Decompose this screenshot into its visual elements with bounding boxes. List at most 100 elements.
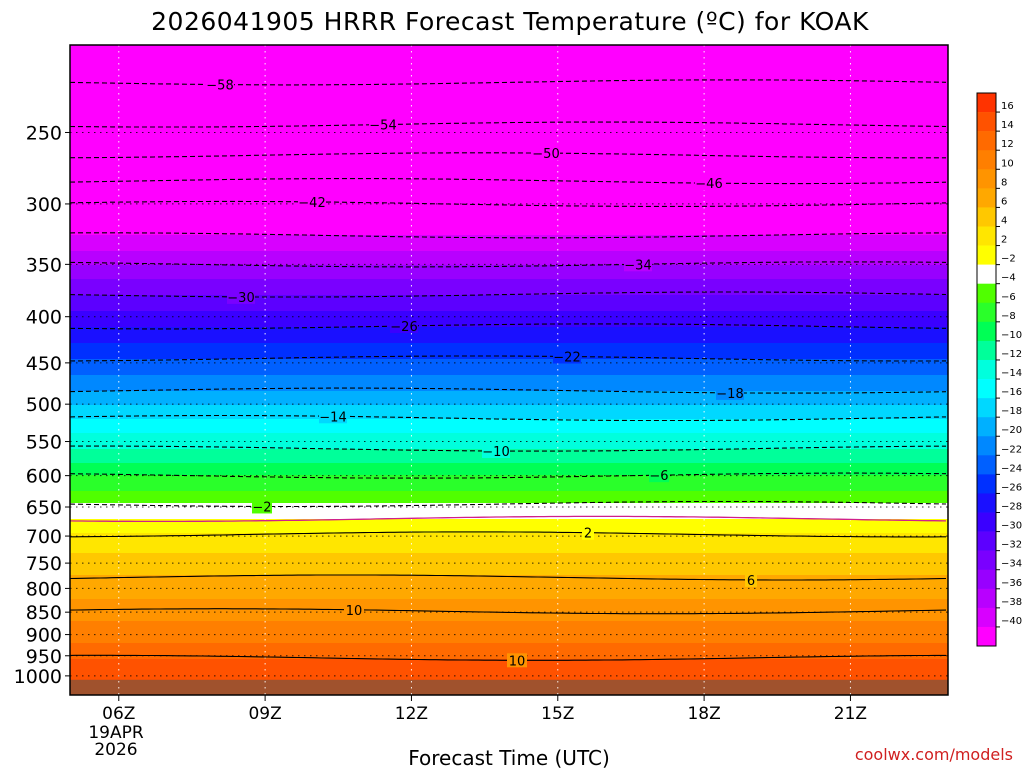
temperature-band bbox=[70, 91, 948, 94]
temperature-band bbox=[70, 363, 948, 366]
temperature-band bbox=[70, 325, 948, 328]
temperature-band bbox=[70, 283, 948, 286]
x-tick-label: 12Z bbox=[395, 704, 428, 724]
temperature-band bbox=[70, 223, 948, 226]
temperature-band bbox=[70, 85, 948, 88]
temperature-band bbox=[70, 127, 948, 130]
temperature-band bbox=[70, 133, 948, 136]
temperature-band bbox=[70, 427, 948, 430]
colorbar-swatch bbox=[977, 340, 996, 361]
temperature-band bbox=[70, 81, 948, 84]
temperature-band bbox=[70, 271, 948, 274]
temperature-band bbox=[70, 241, 948, 244]
temperature-band bbox=[70, 225, 948, 228]
temperature-band bbox=[70, 519, 948, 522]
isotherm-line bbox=[70, 291, 947, 298]
temperature-band bbox=[70, 99, 948, 102]
temperature-band bbox=[70, 281, 948, 284]
temperature-band bbox=[70, 579, 948, 582]
y-tick-label: 650 bbox=[26, 497, 62, 519]
temperature-band bbox=[70, 229, 948, 232]
temperature-band bbox=[70, 107, 948, 110]
temperature-band bbox=[70, 265, 948, 268]
isotherm-label-bg bbox=[482, 443, 510, 458]
temperature-band bbox=[70, 625, 948, 628]
temperature-band bbox=[70, 549, 948, 552]
colorbar-swatch bbox=[977, 112, 996, 132]
isotherm-contours: −58−54−50−46−42−34−30−26−22−18−14−10−6−2… bbox=[70, 77, 947, 669]
temperature-band bbox=[70, 471, 948, 474]
temperature-band bbox=[70, 329, 948, 332]
temperature-band bbox=[70, 457, 948, 460]
y-tick-label: 250 bbox=[26, 122, 62, 144]
temperature-band bbox=[70, 597, 948, 600]
colorbar-swatch bbox=[977, 131, 996, 151]
temperature-band bbox=[70, 115, 948, 118]
chart-title: 2026041905 HRRR Forecast Temperature (ºC… bbox=[151, 7, 869, 36]
isotherm-label-bg bbox=[716, 385, 744, 400]
temperature-band bbox=[70, 603, 948, 606]
y-tick-label: 750 bbox=[26, 553, 62, 575]
temperature-band bbox=[70, 381, 948, 384]
colorbar-swatch bbox=[977, 417, 996, 437]
temperature-band bbox=[70, 479, 948, 482]
temperature-band bbox=[70, 595, 948, 598]
temperature-band bbox=[70, 111, 948, 114]
temperature-band bbox=[70, 533, 948, 536]
y-tick-label: 850 bbox=[26, 602, 62, 624]
temperature-band bbox=[70, 543, 948, 546]
temperature-band bbox=[70, 497, 948, 500]
temperature-band bbox=[70, 425, 948, 428]
temperature-band bbox=[70, 583, 948, 586]
temperature-band bbox=[70, 291, 948, 294]
isotherm-label-bg bbox=[507, 653, 527, 668]
temperature-band bbox=[70, 525, 948, 528]
temperature-band bbox=[70, 409, 948, 412]
colorbar-label: −22 bbox=[1001, 444, 1022, 455]
temperature-band bbox=[70, 627, 948, 630]
colorbar-frame bbox=[976, 92, 997, 647]
temperature-band bbox=[70, 439, 948, 442]
isotherm-label: −54 bbox=[369, 119, 396, 134]
colorbar-swatch bbox=[977, 455, 996, 475]
temperature-band bbox=[70, 323, 948, 326]
temperature-band bbox=[70, 335, 948, 338]
colorbar-label: −40 bbox=[1001, 616, 1022, 627]
temperature-band bbox=[70, 629, 948, 632]
isotherm-label: −14 bbox=[319, 410, 346, 425]
colorbar-label: 2 bbox=[1001, 235, 1007, 246]
temperature-band bbox=[70, 585, 948, 588]
isotherm-label-bg bbox=[582, 525, 594, 540]
temperature-band bbox=[70, 205, 948, 208]
temperature-band bbox=[70, 121, 948, 124]
colorbar-swatch bbox=[977, 398, 996, 418]
temperature-band bbox=[70, 421, 948, 424]
temperature-band bbox=[70, 557, 948, 560]
isotherm-label: 10 bbox=[346, 604, 363, 619]
isotherm-label: −10 bbox=[482, 445, 509, 460]
temperature-band bbox=[70, 315, 948, 318]
colorbar-label: 16 bbox=[1001, 101, 1014, 112]
temperature-band bbox=[70, 219, 948, 222]
temperature-band bbox=[70, 47, 948, 50]
temperature-band bbox=[70, 295, 948, 298]
temperature-band bbox=[70, 607, 948, 610]
temperature-band bbox=[70, 623, 948, 626]
temperature-band bbox=[70, 647, 948, 650]
temperature-band bbox=[70, 527, 948, 530]
temperature-band bbox=[70, 257, 948, 260]
temperature-band bbox=[70, 669, 948, 672]
temperature-band bbox=[70, 553, 948, 556]
temperature-band bbox=[70, 103, 948, 106]
temperature-band bbox=[70, 65, 948, 68]
colorbar-swatch bbox=[977, 512, 996, 532]
temperature-band bbox=[70, 419, 948, 422]
temperature-band bbox=[70, 61, 948, 64]
temperature-band bbox=[70, 239, 948, 242]
temperature-band bbox=[70, 243, 948, 246]
isotherm-label: 2 bbox=[584, 527, 592, 542]
x-tick-label: 18Z bbox=[687, 704, 720, 724]
temperature-band bbox=[70, 51, 948, 54]
credit-link[interactable]: coolwx.com/models bbox=[855, 745, 1013, 764]
colorbar-label: −30 bbox=[1001, 521, 1022, 532]
